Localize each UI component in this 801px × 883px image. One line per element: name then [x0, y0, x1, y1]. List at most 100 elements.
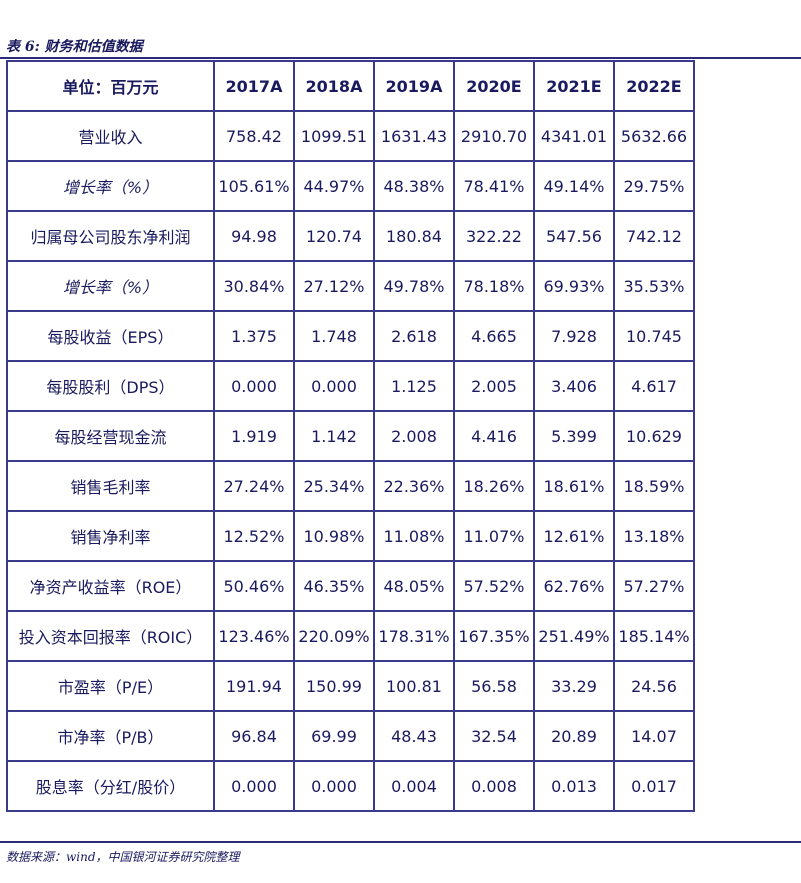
- value-cell: 13.18%: [613, 510, 695, 562]
- row-label: 市净率（P/B）: [6, 710, 215, 762]
- row-label: 营业收入: [6, 110, 215, 162]
- header-year: 2022E: [613, 60, 695, 112]
- table-row: 每股经营现金流 1.919 1.142 2.008 4.416 5.399 10.629: [6, 410, 695, 462]
- row-label: 增长率（%）: [6, 260, 215, 312]
- value-cell: 57.27%: [613, 560, 695, 612]
- row-label: 股息率（分红/股价）: [6, 760, 215, 812]
- value-cell: 69.93%: [533, 260, 615, 312]
- bottom-rule: [0, 841, 801, 843]
- row-label: 归属母公司股东净利润: [6, 210, 215, 262]
- value-cell: 49.14%: [533, 160, 615, 212]
- table-row: 每股收益（EPS） 1.375 1.748 2.618 4.665 7.928 10.745: [6, 310, 695, 362]
- value-cell: 56.58: [453, 660, 535, 712]
- value-cell: 4.617: [613, 360, 695, 412]
- value-cell: 14.07: [613, 710, 695, 762]
- value-cell: 4.665: [453, 310, 535, 362]
- value-cell: 30.84%: [213, 260, 295, 312]
- header-year: 2019A: [373, 60, 455, 112]
- value-cell: 2910.70: [453, 110, 535, 162]
- value-cell: 1.142: [293, 410, 375, 462]
- value-cell: 322.22: [453, 210, 535, 262]
- value-cell: 7.928: [533, 310, 615, 362]
- value-cell: 251.49%: [533, 610, 615, 662]
- row-label: 销售净利率: [6, 510, 215, 562]
- value-cell: 100.81: [373, 660, 455, 712]
- value-cell: 10.98%: [293, 510, 375, 562]
- value-cell: 3.406: [533, 360, 615, 412]
- row-label: 每股经营现金流: [6, 410, 215, 462]
- value-cell: 78.41%: [453, 160, 535, 212]
- value-cell: 69.99: [293, 710, 375, 762]
- value-cell: 191.94: [213, 660, 295, 712]
- table-row: 市净率（P/B） 96.84 69.99 48.43 32.54 20.89 14.07: [6, 710, 695, 762]
- table-row: 销售毛利率 27.24% 25.34% 22.36% 18.26% 18.61% 18.59…: [6, 460, 695, 512]
- value-cell: 167.35%: [453, 610, 535, 662]
- value-cell: 1099.51: [293, 110, 375, 162]
- value-cell: 32.54: [453, 710, 535, 762]
- value-cell: 44.97%: [293, 160, 375, 212]
- value-cell: 5.399: [533, 410, 615, 462]
- row-label: 增长率（%）: [6, 160, 215, 212]
- value-cell: 178.31%: [373, 610, 455, 662]
- financial-table: 单位：百万元 2017A 2018A 2019A 2020E 2021E 202…: [6, 60, 695, 812]
- value-cell: 2.005: [453, 360, 535, 412]
- value-cell: 62.76%: [533, 560, 615, 612]
- header-row: 单位：百万元 2017A 2018A 2019A 2020E 2021E 202…: [6, 60, 695, 112]
- value-cell: 0.000: [213, 760, 295, 812]
- value-cell: 105.61%: [213, 160, 295, 212]
- value-cell: 57.52%: [453, 560, 535, 612]
- value-cell: 1.748: [293, 310, 375, 362]
- table-row: 每股股利（DPS） 0.000 0.000 1.125 2.005 3.406 4.617: [6, 360, 695, 412]
- value-cell: 27.24%: [213, 460, 295, 512]
- value-cell: 150.99: [293, 660, 375, 712]
- value-cell: 742.12: [613, 210, 695, 262]
- value-cell: 10.629: [613, 410, 695, 462]
- value-cell: 0.017: [613, 760, 695, 812]
- value-cell: 29.75%: [613, 160, 695, 212]
- row-label: 每股股利（DPS）: [6, 360, 215, 412]
- value-cell: 0.000: [293, 760, 375, 812]
- row-label: 销售毛利率: [6, 460, 215, 512]
- row-label: 投入资本回报率（ROIC）: [6, 610, 215, 662]
- value-cell: 22.36%: [373, 460, 455, 512]
- row-label: 每股收益（EPS）: [6, 310, 215, 362]
- value-cell: 49.78%: [373, 260, 455, 312]
- table-row: 增长率（%） 30.84% 27.12% 49.78% 78.18% 69.93% 35.5…: [6, 260, 695, 312]
- value-cell: 12.52%: [213, 510, 295, 562]
- value-cell: 10.745: [613, 310, 695, 362]
- value-cell: 0.000: [293, 360, 375, 412]
- value-cell: 35.53%: [613, 260, 695, 312]
- value-cell: 0.004: [373, 760, 455, 812]
- value-cell: 4.416: [453, 410, 535, 462]
- value-cell: 48.05%: [373, 560, 455, 612]
- value-cell: 0.000: [213, 360, 295, 412]
- value-cell: 1631.43: [373, 110, 455, 162]
- value-cell: 11.07%: [453, 510, 535, 562]
- value-cell: 0.013: [533, 760, 615, 812]
- value-cell: 33.29: [533, 660, 615, 712]
- value-cell: 48.38%: [373, 160, 455, 212]
- value-cell: 18.61%: [533, 460, 615, 512]
- header-unit: 单位：百万元: [6, 60, 215, 112]
- value-cell: 94.98: [213, 210, 295, 262]
- value-cell: 1.919: [213, 410, 295, 462]
- value-cell: 120.74: [293, 210, 375, 262]
- value-cell: 20.89: [533, 710, 615, 762]
- table-row: 投入资本回报率（ROIC） 123.46% 220.09% 178.31% 167.35…: [6, 610, 695, 662]
- value-cell: 1.375: [213, 310, 295, 362]
- table-caption: 表 6: 财务和估值数据: [6, 39, 143, 55]
- value-cell: 2.008: [373, 410, 455, 462]
- value-cell: 18.59%: [613, 460, 695, 512]
- table-row: 销售净利率 12.52% 10.98% 11.08% 11.07% 12.61% 13.18…: [6, 510, 695, 562]
- value-cell: 2.618: [373, 310, 455, 362]
- value-cell: 5632.66: [613, 110, 695, 162]
- value-cell: 11.08%: [373, 510, 455, 562]
- value-cell: 12.61%: [533, 510, 615, 562]
- row-label: 市盈率（P/E）: [6, 660, 215, 712]
- value-cell: 1.125: [373, 360, 455, 412]
- table-row: 市盈率（P/E） 191.94 150.99 100.81 56.58 33.29 24.5…: [6, 660, 695, 712]
- table-row: 股息率（分红/股价） 0.000 0.000 0.004 0.008 0.013 0.017: [6, 760, 695, 812]
- value-cell: 78.18%: [453, 260, 535, 312]
- value-cell: 24.56: [613, 660, 695, 712]
- value-cell: 27.12%: [293, 260, 375, 312]
